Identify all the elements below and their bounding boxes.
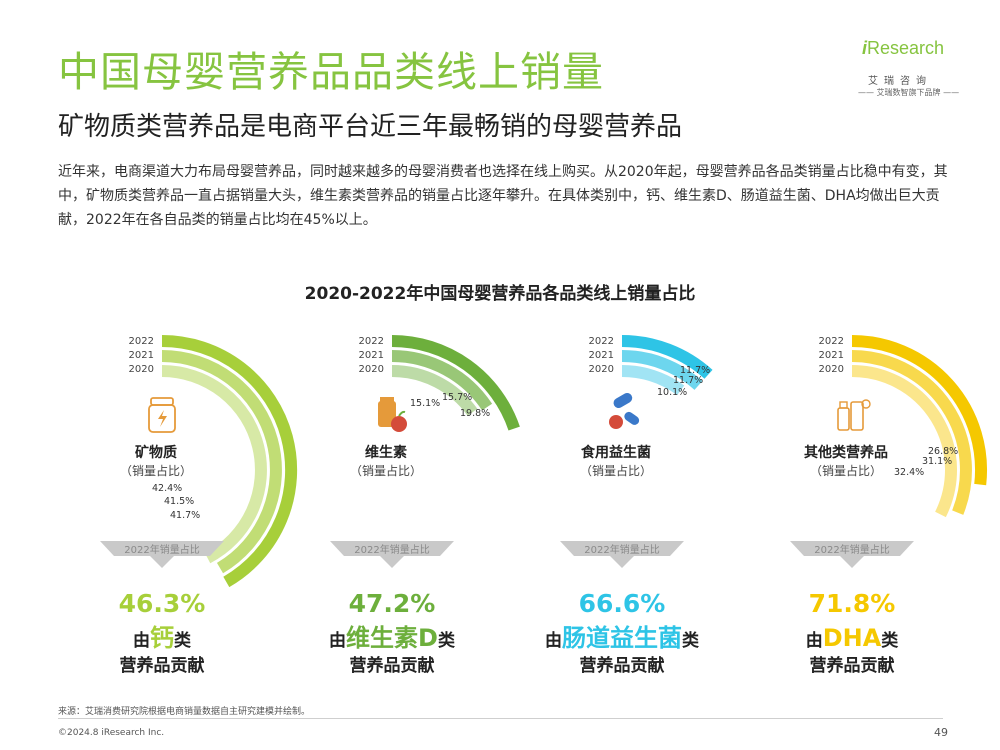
logo-chinese-name: 艾瑞咨询: [868, 76, 932, 87]
jar-icon: [148, 397, 176, 433]
highlight-item: 维生素D: [346, 624, 438, 652]
contribution-label: 营养品贡献: [350, 655, 435, 676]
arc-2021: [161, 350, 282, 574]
category-group-4: 2022 2021 2020 26.8%31.1%32.4% 其他类营养品 （销量占比） 2…: [790, 335, 987, 676]
arc-2021: [851, 350, 972, 515]
arc-2022: [161, 335, 298, 588]
supplement-bottles-icon: [837, 399, 871, 431]
page-subtitle: 矿物质类营养品是电商平台近三年最畅销的母婴营养品: [58, 112, 683, 142]
vitamin-bottle-icon: [378, 397, 407, 432]
arc-2021: [621, 349, 703, 390]
category-name: 食用益生菌: [581, 444, 651, 461]
arrow-label: 2022年销量占比: [354, 543, 429, 556]
category-group-1: 2022 2021 2020 42.4% 41.5% 41.7% 矿物质 （销量占比） 2022…: [100, 335, 298, 676]
logo-tagline: —— 艾瑞数智旗下品牌 ——: [858, 88, 960, 97]
year-label: 2021: [359, 350, 384, 361]
arc-2021: [391, 350, 493, 411]
page-title: 中国母婴营养品品类线上销量: [58, 48, 604, 96]
category-name: 矿物质: [135, 444, 177, 461]
page-number: 49: [934, 726, 948, 739]
intro-paragraph: 近年来，电商渠道大力布局母婴营养品，同时越来越多的母婴消费者也选择在线上购买。从…: [58, 164, 948, 228]
year-label: 2020: [129, 364, 154, 375]
down-arrow-icon: [560, 541, 684, 568]
category-sublabel: （销量占比）: [350, 463, 422, 478]
year-label: 2021: [819, 350, 844, 361]
iresearch-logo: iResearch 艾瑞咨询 —— 艾瑞数智旗下品牌 ——: [858, 34, 968, 100]
year-label: 2021: [129, 350, 154, 361]
arrow-label: 2022年销量占比: [124, 543, 199, 556]
arc-2022: [851, 335, 987, 486]
value-label: 31.1%: [922, 456, 952, 467]
arc-2020: [391, 364, 478, 416]
arc-2022: [391, 335, 520, 431]
category-sublabel: （销量占比）: [810, 463, 882, 478]
year-label: 2021: [589, 350, 614, 361]
highlight-suffix: 类: [881, 630, 899, 651]
highlight-suffix: 类: [438, 630, 456, 651]
year-label: 2020: [819, 364, 844, 375]
down-arrow-icon: [330, 541, 454, 568]
capsule-icon: [609, 393, 640, 429]
highlight-prefix: 由: [806, 630, 823, 651]
arrow-label: 2022年销量占比: [584, 543, 659, 556]
highlight-item: DHA: [823, 624, 882, 652]
value-label: 11.7%: [673, 375, 703, 386]
value-label: 15.7%: [442, 392, 472, 403]
value-label: 41.7%: [170, 510, 200, 521]
contribution-label: 营养品贡献: [580, 655, 665, 676]
highlight-value: 46.3%: [119, 589, 206, 618]
highlight-line: 由维生素D类: [329, 624, 456, 652]
highlight-suffix: 类: [682, 630, 700, 651]
highlight-suffix: 类: [174, 630, 192, 651]
year-label: 2022: [359, 336, 384, 347]
highlight-line: 由钙类: [133, 624, 192, 652]
value-label: 19.8%: [460, 408, 490, 419]
year-label: 2020: [359, 364, 384, 375]
highlight-prefix: 由: [133, 630, 150, 651]
source-note: 来源：艾瑞消费研究院根据电商销量数据自主研究建模并绘制。: [58, 707, 311, 717]
value-label: 42.4%: [152, 483, 182, 494]
copyright: ©2024.8 iResearch Inc.: [58, 728, 165, 738]
highlight-item: 肠道益生菌: [562, 624, 682, 652]
year-label: 2022: [129, 336, 154, 347]
value-label: 32.4%: [894, 467, 924, 478]
category-name: 其他类营养品: [804, 444, 888, 461]
year-label: 2020: [589, 364, 614, 375]
highlight-line: 由DHA类: [806, 624, 900, 652]
down-arrow-icon: [790, 541, 914, 568]
arc-2020: [851, 365, 957, 518]
contribution-label: 营养品贡献: [810, 655, 895, 676]
chart-title: 2020-2022年中国母婴营养品各品类线上销量占比: [304, 284, 696, 304]
arrow-label: 2022年销量占比: [814, 543, 889, 556]
category-sublabel: （销量占比）: [580, 463, 652, 478]
down-arrow-icon: [100, 541, 224, 568]
value-label: 26.8%: [928, 446, 958, 457]
highlight-prefix: 由: [329, 630, 346, 651]
value-label: 15.1%: [410, 398, 440, 409]
year-label: 2022: [589, 336, 614, 347]
value-label: 11.7%: [680, 365, 710, 376]
value-label: 41.5%: [164, 496, 194, 507]
value-label: 10.1%: [657, 387, 687, 398]
highlight-line: 由肠道益生菌类: [545, 624, 700, 652]
highlight-value: 47.2%: [349, 589, 436, 618]
footer-divider: [58, 718, 943, 719]
contribution-label: 营养品贡献: [120, 655, 205, 676]
highlight-prefix: 由: [545, 630, 562, 651]
highlight-item: 钙: [150, 624, 174, 652]
arc-2022: [621, 335, 713, 379]
highlight-value: 71.8%: [809, 589, 896, 618]
arc-2020: [621, 365, 685, 396]
category-name: 维生素: [365, 444, 407, 461]
category-sublabel: （销量占比）: [120, 463, 192, 478]
logo-wordmark: iResearch: [862, 38, 945, 58]
category-group-2: 2022 2021 2020 15.1%15.7% 19.8% 维生素 （销量占比） 2022…: [329, 335, 520, 676]
year-label: 2022: [819, 336, 844, 347]
arc-2020: [161, 365, 267, 564]
highlight-value: 66.6%: [579, 589, 666, 618]
